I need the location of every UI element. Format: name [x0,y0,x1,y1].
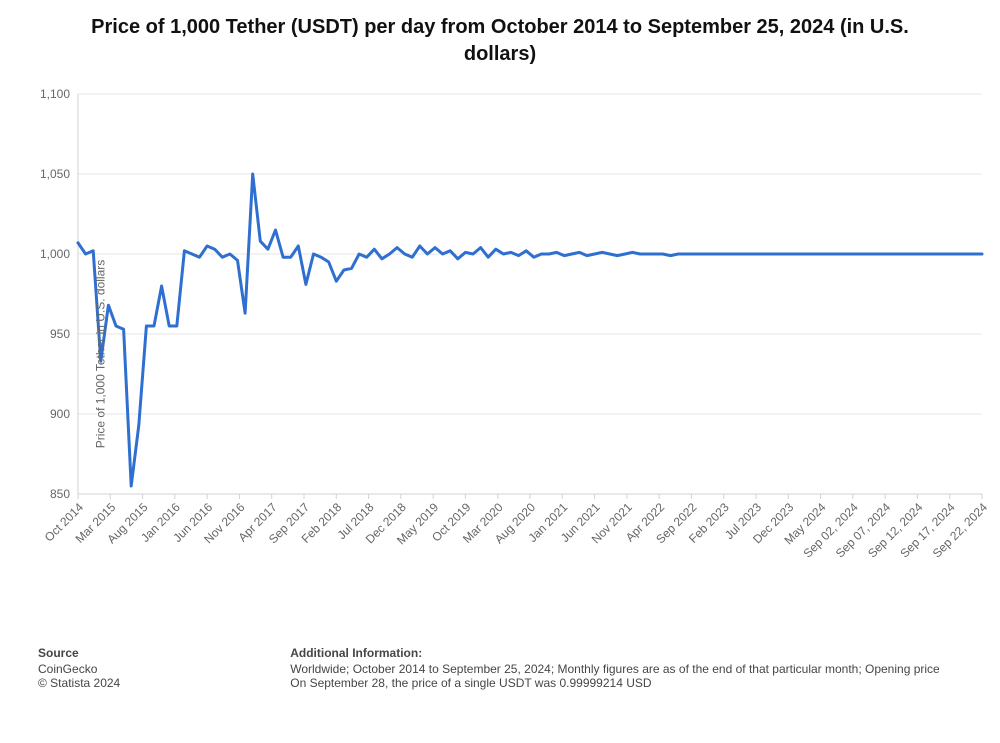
source-line: CoinGecko [38,662,120,676]
y-axis-title: Price of 1,000 Tether in U.S. dollars [93,260,107,449]
info-line: Worldwide; October 2014 to September 25,… [290,662,982,676]
line-chart: 8509009501,0001,0501,100Oct 2014Mar 2015… [0,74,1000,634]
svg-text:950: 950 [50,327,70,341]
svg-text:900: 900 [50,407,70,421]
source-heading: Source [38,646,120,660]
svg-text:1,000: 1,000 [40,247,70,261]
chart-title: Price of 1,000 Tether (USDT) per day fro… [0,0,1000,74]
svg-text:1,050: 1,050 [40,167,70,181]
svg-text:1,100: 1,100 [40,87,70,101]
svg-text:850: 850 [50,487,70,501]
source-line: © Statista 2024 [38,676,120,690]
chart-container: Price of 1,000 Tether in U.S. dollars 85… [0,74,1000,634]
info-heading: Additional Information: [290,646,982,660]
source-block: Source CoinGecko © Statista 2024 [38,646,120,690]
chart-footer: Source CoinGecko © Statista 2024 Additio… [0,634,1000,690]
info-line: On September 28, the price of a single U… [290,676,982,690]
info-block: Additional Information: Worldwide; Octob… [290,646,982,690]
